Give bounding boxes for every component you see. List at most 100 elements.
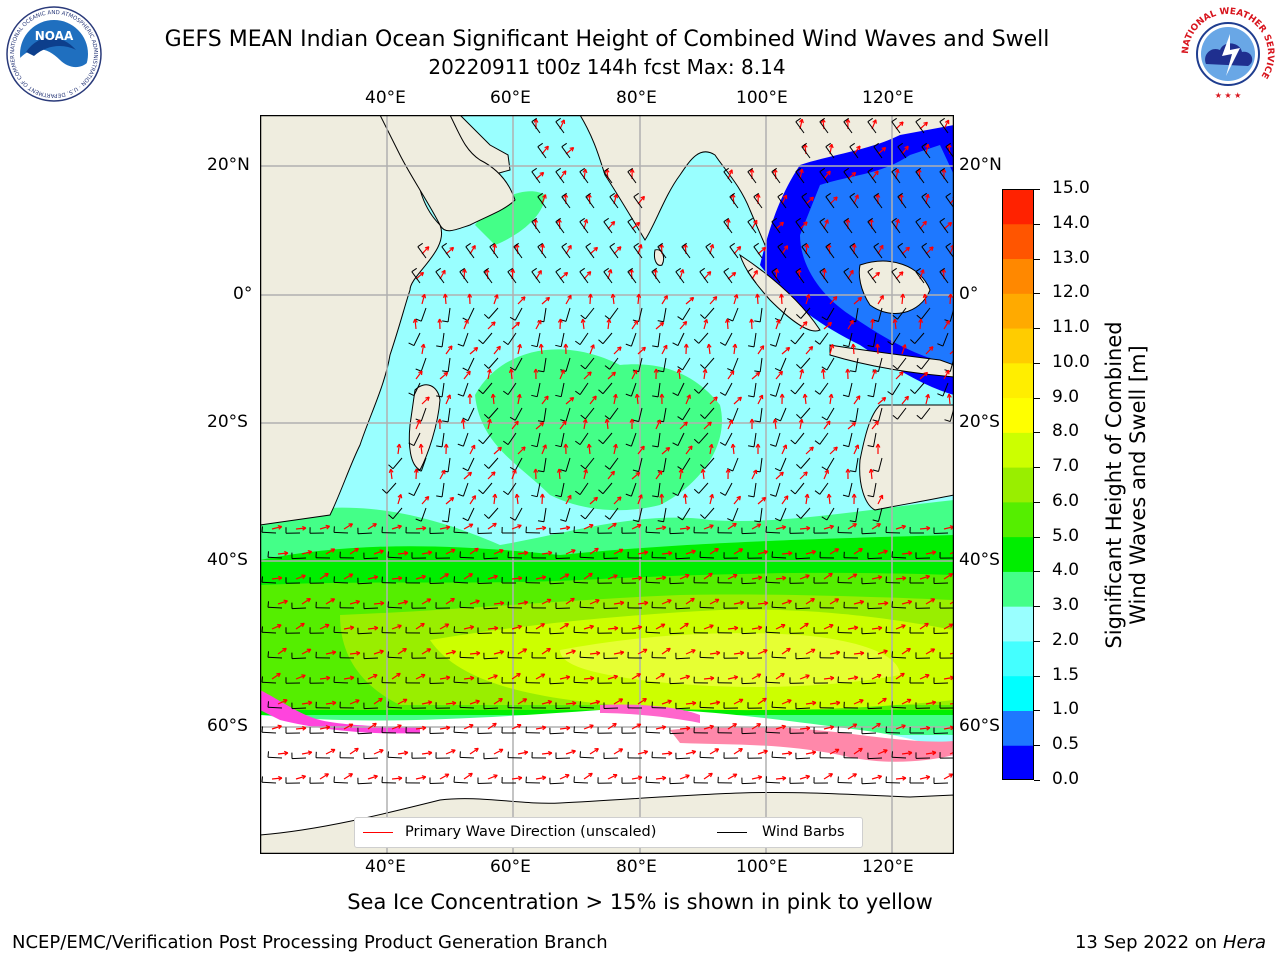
wind-barb-feather [796, 414, 802, 419]
wave-direction-arrowhead [824, 219, 829, 223]
wind-barb [561, 196, 571, 209]
wind-barb-feather [657, 242, 663, 248]
wave-direction-arrowhead [737, 396, 742, 399]
wave-direction-arrowhead [733, 625, 739, 629]
wave-direction-arrowhead [855, 395, 861, 399]
wave-direction-arrow [613, 698, 623, 705]
wind-barb [514, 507, 523, 521]
wind-barb [732, 407, 739, 422]
wave-direction-arrowhead [868, 468, 872, 474]
wind-barb [543, 507, 547, 522]
wind-barb-feather [821, 416, 828, 421]
wave-direction-arrowhead [884, 600, 889, 604]
wave-direction-arrowhead [758, 394, 763, 398]
lon-top-40e: 40°E [365, 88, 406, 108]
wave-direction-arrow [733, 246, 742, 255]
wave-direction-arrow [277, 699, 288, 705]
wave-direction-arrow [757, 247, 766, 255]
wave-direction-arrow [925, 246, 934, 255]
wind-barb-feather [457, 393, 464, 397]
wind-barb [704, 307, 715, 319]
wave-direction-arrowhead [471, 244, 476, 249]
wave-direction-arrowhead [499, 600, 505, 604]
wind-barb [560, 482, 565, 497]
wave-direction-arrowhead [781, 575, 787, 579]
wave-direction-arrow [469, 700, 480, 705]
wind-barb [867, 271, 877, 284]
wave-direction-arrowhead [803, 221, 808, 224]
wave-direction-arrow [414, 319, 417, 330]
wave-direction-arrow [637, 494, 643, 505]
wind-barb-feather [748, 395, 755, 398]
wind-barb [885, 582, 901, 584]
wind-barb-feather [867, 167, 873, 173]
wave-direction-arrow [565, 750, 576, 755]
wind-barb [848, 382, 853, 397]
wave-direction-arrowhead [641, 346, 646, 349]
wave-direction-arrow [751, 723, 761, 730]
wave-direction-arrow [541, 444, 547, 455]
wave-direction-arrow [805, 598, 815, 605]
wave-direction-arrow [637, 196, 645, 205]
wind-barb [560, 432, 565, 447]
wind-barb [891, 556, 907, 559]
wave-direction-arrow [439, 573, 449, 580]
wind-barb [724, 432, 733, 446]
wind-barb-feather [537, 370, 544, 373]
wave-direction-arrow [781, 444, 787, 455]
wind-barb [873, 246, 883, 259]
colorbar-tick-label: 3.0 [1052, 595, 1080, 616]
wind-barb-feather [408, 492, 415, 497]
wave-direction-arrow [415, 527, 426, 530]
colorbar-tick-mark [1034, 397, 1040, 399]
wind-barb [682, 407, 691, 421]
lat-left-40s: 40°S [207, 550, 248, 570]
wave-direction-arrow [943, 726, 954, 730]
wind-barb [669, 582, 685, 585]
wave-low-indonesia [800, 145, 954, 365]
wave-direction-arrow [679, 574, 690, 580]
wind-barb-feather [945, 142, 951, 148]
wave-direction-arrow [708, 344, 711, 355]
wind-barb-feather [457, 443, 464, 447]
wave-direction-arrowhead [772, 418, 776, 424]
wave-direction-arrow [295, 674, 306, 680]
wind-barb [565, 407, 571, 422]
wind-barb [555, 557, 571, 559]
wave-direction-arrow [781, 552, 793, 555]
wave-direction-arrow [853, 194, 859, 205]
wave-direction-arrowhead [809, 196, 814, 199]
wave-direction-arrowhead [582, 168, 586, 173]
wave-direction-arrow [559, 420, 567, 430]
wind-barb [483, 757, 499, 760]
wind-barb-feather [693, 488, 700, 494]
wave-direction-arrow [943, 623, 954, 630]
colorbar-tick-mark [1034, 223, 1040, 225]
wind-barb [579, 482, 589, 495]
wave-direction-arrow [631, 673, 641, 680]
wave-direction-arrow [637, 750, 648, 755]
wind-barb-feather [555, 394, 562, 398]
wind-barb-feather [442, 520, 449, 523]
wave-direction-arrow [373, 550, 384, 555]
wave-direction-arrow [589, 293, 592, 305]
wind-barb [699, 706, 715, 709]
wind-barb-feather [579, 217, 585, 223]
wave-direction-arrow [847, 523, 857, 530]
wave-direction-arrowhead [467, 393, 471, 398]
wave-direction-arrowhead [761, 246, 766, 249]
wave-direction-arrow [805, 346, 814, 355]
wind-barb-feather [645, 526, 647, 533]
wind-barb [602, 432, 613, 445]
wave-direction-arrow [445, 749, 456, 755]
wind-barb-feather [537, 242, 543, 248]
wave-direction-arrow [541, 296, 550, 305]
wave-direction-arrow [829, 548, 839, 555]
wind-barb-feather [819, 267, 825, 273]
wave-direction-arrowhead [905, 246, 910, 249]
wave-direction-arrow [487, 575, 498, 580]
wave-direction-arrow [325, 598, 335, 605]
wind-barb [724, 482, 733, 496]
wind-barb [638, 307, 643, 322]
wave-direction-arrowhead [610, 470, 615, 474]
